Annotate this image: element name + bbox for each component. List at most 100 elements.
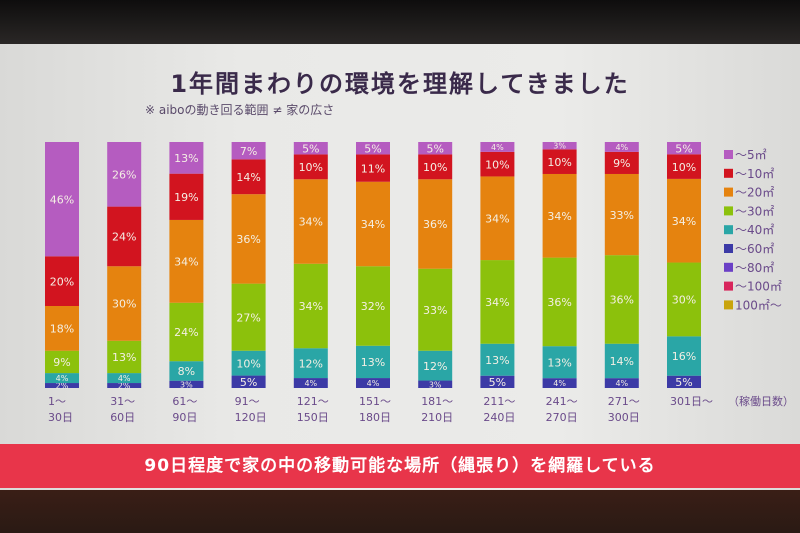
- bar-segment: [293, 154, 328, 180]
- bar-segment: [667, 375, 701, 388]
- data-label: 13%: [485, 354, 509, 367]
- bar-segment: [231, 350, 266, 376]
- x-tick-label: 60日: [110, 411, 135, 424]
- legend-swatch: [724, 150, 733, 159]
- data-label: 4%: [553, 379, 566, 388]
- data-label: 5%: [364, 142, 381, 155]
- data-label: 2%: [56, 382, 69, 391]
- legend-swatch: [724, 187, 733, 197]
- bar-segment: [418, 142, 453, 155]
- bar-segment: [231, 142, 266, 160]
- bar-segment: [169, 302, 204, 362]
- bar-segment: [418, 350, 453, 381]
- legend-swatch: [724, 168, 733, 178]
- bar-segment: [542, 346, 577, 379]
- data-label: 8%: [178, 365, 195, 378]
- legend-label: ～30㎡: [735, 204, 774, 218]
- x-axis-unit-label: （稼働日数）: [728, 394, 794, 408]
- bar-segment: [480, 151, 515, 177]
- data-label: 14%: [236, 171, 260, 184]
- data-label: 36%: [236, 233, 260, 246]
- legend-swatch: [724, 281, 733, 291]
- bar-segment: [107, 266, 142, 341]
- data-label: 34%: [299, 216, 323, 229]
- data-label: 36%: [610, 294, 634, 307]
- legend-label: ～20㎡: [735, 186, 774, 200]
- data-label: 16%: [672, 350, 696, 363]
- data-label: 10%: [485, 158, 509, 171]
- x-tick-label: 91～: [235, 395, 260, 408]
- data-label: 24%: [174, 326, 198, 339]
- bar-segment: [107, 142, 142, 207]
- legend-swatch: [724, 244, 733, 253]
- data-label: 5%: [240, 376, 257, 389]
- data-label: 10%: [547, 156, 571, 169]
- legend-label: ～5㎡: [735, 148, 767, 162]
- x-tick-label: 150日: [297, 411, 329, 424]
- legend-label: ～60㎡: [735, 242, 774, 256]
- data-label: 4%: [304, 379, 317, 388]
- x-tick-label: 90日: [172, 411, 197, 424]
- data-label: 5%: [675, 142, 692, 155]
- legend-label: ～100㎡: [735, 280, 782, 294]
- bar-segment: [542, 173, 577, 258]
- data-label: 4%: [615, 143, 628, 152]
- data-label: 34%: [485, 212, 509, 225]
- bar-segment: [231, 283, 266, 351]
- data-label: 18%: [50, 323, 74, 336]
- x-tick-label: 300日: [608, 411, 640, 424]
- bar-segment: [293, 142, 328, 155]
- data-label: 10%: [672, 161, 696, 174]
- legend-swatch: [724, 206, 733, 216]
- bar-segment: [604, 151, 639, 174]
- bar-segment: [480, 260, 515, 344]
- legend-label: 100㎡～: [735, 298, 782, 312]
- data-label: 9%: [613, 157, 630, 170]
- x-tick-label: 1～: [48, 395, 66, 408]
- bar-segment: [45, 350, 79, 374]
- legend-swatch: [724, 262, 733, 272]
- photo-background-top: [0, 0, 800, 44]
- bar-segment: [667, 262, 701, 337]
- bar-segment: [45, 383, 79, 388]
- x-tick-label: 151～: [359, 395, 391, 408]
- bar-segment: [604, 343, 639, 379]
- data-label: 3%: [553, 142, 566, 151]
- legend-swatch: [724, 225, 733, 235]
- bar-segment: [293, 378, 328, 388]
- slide-subtitle: ※ aiboの動き回る範囲 ≠ 家の広さ: [145, 103, 335, 117]
- bar-segment: [231, 194, 266, 284]
- bar-segment: [604, 378, 639, 388]
- bar-segment: [604, 142, 639, 152]
- bar-segment: [667, 336, 701, 376]
- x-tick-label: 241～: [546, 395, 578, 408]
- x-tick-label: 211～: [483, 395, 515, 408]
- data-label: 2%: [118, 382, 131, 391]
- data-label: 34%: [547, 210, 571, 223]
- data-label: 4%: [367, 379, 380, 388]
- bar-segment: [542, 378, 577, 388]
- bar-segment: [480, 142, 515, 152]
- data-label: 14%: [610, 355, 634, 368]
- legend-label: ～10㎡: [735, 167, 774, 181]
- data-label: 26%: [112, 168, 136, 181]
- bar-segment: [231, 159, 266, 195]
- x-tick-label: 120日: [235, 411, 267, 424]
- x-tick-label: 31～: [110, 395, 135, 408]
- x-tick-label: 240日: [483, 411, 515, 424]
- bar-segment: [542, 257, 577, 347]
- data-label: 10%: [299, 161, 323, 174]
- bar-segment: [356, 181, 390, 267]
- data-label: 5%: [426, 142, 443, 155]
- x-tick-label: 180日: [359, 411, 391, 424]
- bar-segment: [169, 142, 204, 174]
- data-label: 24%: [112, 231, 136, 244]
- data-label: 4%: [118, 374, 131, 383]
- bar-segment: [169, 380, 204, 388]
- data-label: 11%: [361, 162, 385, 175]
- data-label: 13%: [112, 351, 136, 364]
- bar-segment: [45, 142, 79, 257]
- data-label: 34%: [485, 296, 509, 309]
- x-tick-label: 301日～: [670, 395, 713, 408]
- data-label: 34%: [174, 256, 198, 269]
